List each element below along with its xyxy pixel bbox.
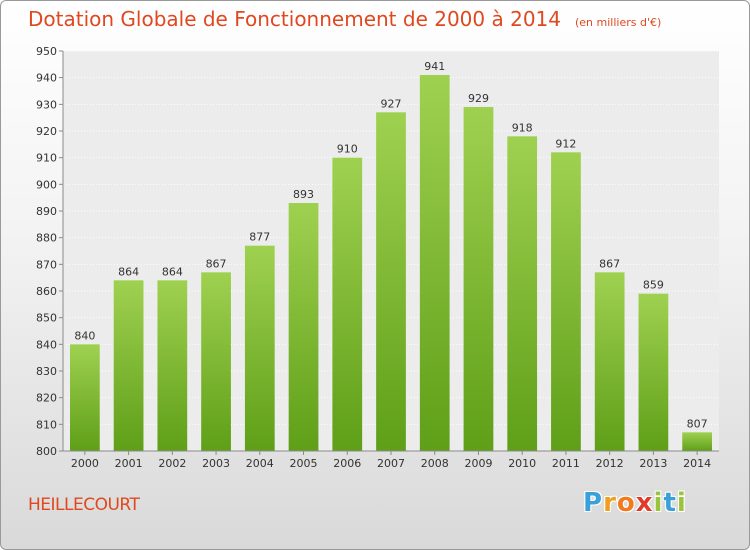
- x-tick-label-2009: 2009: [464, 457, 492, 470]
- x-tick-label-2000: 2000: [71, 457, 99, 470]
- x-tick-label-2014: 2014: [683, 457, 711, 470]
- y-tick-label: 810: [36, 418, 57, 431]
- value-label-2006: 910: [337, 143, 358, 156]
- bar-2012: [594, 272, 625, 451]
- y-tick-label: 900: [36, 178, 57, 191]
- y-tick-label: 930: [36, 98, 57, 111]
- bar-2005: [288, 203, 319, 451]
- logo-letter: r: [603, 488, 617, 518]
- value-label-2000: 840: [74, 329, 95, 342]
- x-tick-label-2010: 2010: [508, 457, 536, 470]
- bar-2007: [376, 112, 406, 451]
- y-tick-label: 820: [36, 392, 57, 405]
- commune-name: HEILLECOURT: [28, 495, 140, 515]
- y-tick-label: 800: [36, 445, 57, 458]
- value-label-2014: 807: [687, 417, 708, 430]
- value-label-2011: 912: [555, 137, 576, 150]
- x-tick-label-2005: 2005: [290, 457, 318, 470]
- bar-2009: [463, 107, 494, 451]
- y-tick-label: 880: [36, 232, 57, 245]
- value-label-2007: 927: [381, 97, 402, 110]
- value-label-2002: 864: [162, 265, 183, 278]
- x-tick-label-2002: 2002: [158, 457, 186, 470]
- y-tick-label: 830: [36, 365, 57, 378]
- axis-layer: 800 810 820 830 840 850 860 870 880 890 900 910 920 9…: [36, 45, 719, 470]
- bar-2010: [507, 136, 538, 452]
- y-tick-label: 910: [36, 152, 57, 165]
- value-label-2004: 877: [249, 231, 270, 244]
- y-tick-label: 890: [36, 205, 57, 218]
- y-tick-label: 920: [36, 125, 57, 138]
- x-tick-label-2011: 2011: [552, 457, 580, 470]
- bar-2014: [682, 432, 713, 451]
- bar-2000: [69, 344, 100, 451]
- x-tick-label-2007: 2007: [377, 457, 405, 470]
- bar-2006: [332, 157, 363, 451]
- y-tick-label: 940: [36, 72, 57, 85]
- value-label-2008: 941: [424, 60, 445, 73]
- bar-2013: [638, 293, 669, 451]
- value-label-2012: 867: [599, 257, 620, 270]
- x-tick-label-2001: 2001: [115, 457, 143, 470]
- x-tick-label-2003: 2003: [202, 457, 230, 470]
- y-tick-label: 870: [36, 258, 57, 271]
- value-label-2013: 859: [643, 279, 664, 292]
- logo-letter: P: [583, 488, 604, 518]
- x-tick-label-2013: 2013: [639, 457, 667, 470]
- value-label-2001: 864: [118, 265, 139, 278]
- x-tick-label-2008: 2008: [421, 457, 449, 470]
- bar-2008: [419, 75, 450, 451]
- chart-title: Dotation Globale de Fonctionnement de 20…: [28, 7, 661, 31]
- x-tick-label-2006: 2006: [333, 457, 361, 470]
- value-label-2005: 893: [293, 188, 314, 201]
- proxiti-logo: Proxiti: [583, 488, 687, 518]
- x-tick-label-2012: 2012: [596, 457, 624, 470]
- bar-layer: 840 864 864 867 877 893 910 927 941 929 918 912 867 8…: [69, 60, 713, 452]
- bar-2003: [201, 272, 231, 451]
- chart-unit-note: (en milliers d'€): [575, 16, 662, 29]
- y-tick-label: 950: [36, 45, 57, 58]
- logo-letter: i: [676, 488, 687, 518]
- logo-letter: o: [616, 488, 636, 518]
- logo-letter: t: [663, 488, 677, 518]
- chart-title-text: Dotation Globale de Fonctionnement de 20…: [28, 7, 561, 31]
- bar-2011: [551, 152, 581, 452]
- y-tick-label: 840: [36, 338, 57, 351]
- bar-2001: [113, 280, 144, 451]
- logo-letter: i: [653, 488, 664, 518]
- value-label-2003: 867: [206, 257, 227, 270]
- value-label-2010: 918: [512, 121, 533, 134]
- x-tick-label-2004: 2004: [246, 457, 274, 470]
- logo-letter: x: [635, 488, 654, 518]
- bar-2004: [244, 245, 275, 451]
- bar-2002: [157, 280, 188, 451]
- y-tick-label: 850: [36, 312, 57, 325]
- y-tick-label: 860: [36, 285, 57, 298]
- value-label-2009: 929: [468, 92, 489, 105]
